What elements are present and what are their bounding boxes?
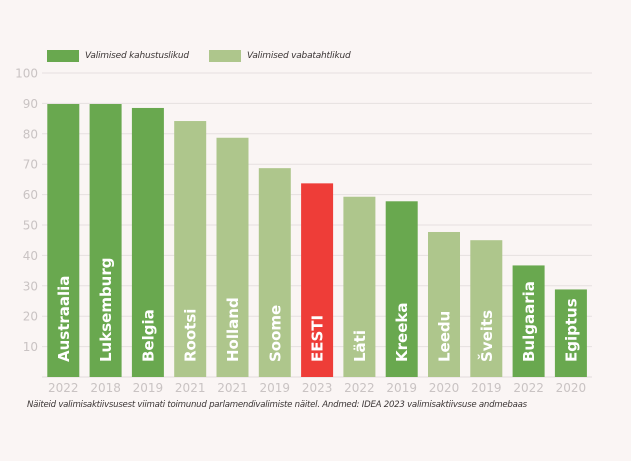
x-tick-label: 2020: [556, 381, 587, 395]
y-tick-label: 50: [23, 219, 38, 233]
x-tick-label: 2022: [344, 381, 375, 395]
x-tick-label: 2019: [471, 381, 502, 395]
x-tick-label: 2019: [133, 381, 164, 395]
bar-belgia: [131, 107, 164, 378]
bar-kreeka: [385, 201, 418, 377]
x-tick-label: 2023: [302, 381, 333, 395]
bar-holland: [216, 137, 249, 377]
bar-label: Kreeka: [393, 303, 411, 362]
x-tick-label: 2020: [429, 381, 460, 395]
bar-label: Holland: [224, 297, 242, 362]
legend-label-voluntary: Valimised vabatahtlikud: [246, 51, 351, 61]
legend-item-voluntary: Valimised vabatahtlikud: [208, 50, 368, 62]
y-tick-label: 100: [15, 67, 38, 81]
bar-label: Läti: [351, 330, 369, 362]
bar-label: Rootsi: [182, 309, 200, 362]
x-tick-label: 2022: [513, 381, 544, 395]
x-tick-label: 2019: [260, 381, 291, 395]
bar-label: Šveits: [477, 310, 496, 362]
bar-label: Egiptus: [562, 298, 580, 362]
bar-label: Austraalia: [55, 276, 73, 362]
bar-soome: [258, 168, 291, 377]
bar-label: Soome: [266, 305, 284, 362]
bars: [47, 104, 587, 378]
bar-luksemburg: [89, 104, 122, 378]
y-tick-label: 10: [23, 340, 38, 354]
bar-eesti: [301, 183, 334, 377]
bar-šveits: [470, 240, 503, 377]
legend-swatch-compulsory: [47, 50, 79, 62]
bar-label: Belgia: [139, 309, 157, 362]
legend-swatch-voluntary: [208, 50, 241, 62]
y-tick-label: 90: [23, 97, 38, 111]
y-tick-label: 60: [23, 188, 38, 202]
x-tick-label: 2021: [175, 381, 206, 395]
x-tick-label: 2019: [386, 381, 417, 395]
x-tick-label: 2022: [48, 381, 79, 395]
y-tick-label: 80: [23, 127, 38, 141]
bar-label: Leedu: [436, 311, 454, 362]
y-tick-label: 70: [23, 158, 38, 172]
bar-leedu: [428, 231, 460, 377]
y-axis-ticks: 10 20 30 40 50 60 70 80 90 100: [15, 67, 38, 355]
bar-egiptus: [554, 289, 587, 377]
bar-bulgaaria: [512, 265, 545, 377]
x-tick-label: 2018: [90, 381, 121, 395]
x-tick-label: 2021: [217, 381, 248, 395]
x-axis-ticks: 2022 2018 2019 2021 2021 2019 2023 2022 2019 2020…: [48, 381, 586, 395]
bar-label: EESTI: [309, 315, 327, 362]
legend-label-compulsory: Valimised kahustuslikud: [85, 51, 189, 61]
y-tick-label: 40: [23, 249, 38, 263]
bar-rootsi: [174, 121, 207, 377]
y-tick-label: 20: [23, 310, 38, 324]
bar-label: Luksemburg: [97, 258, 115, 363]
bar-label: Bulgaaria: [520, 281, 538, 362]
chart-caption: Näiteid valimisaktiivsusest viimati toim…: [27, 400, 527, 410]
chart-legend: Valimised kahustuslikud Valimised vabata…: [47, 50, 368, 62]
legend-item-compulsory: Valimised kahustuslikud: [47, 50, 206, 62]
bar-labels: Austraalia Luksemburg Belgia Rootsi Holland S…: [55, 258, 581, 363]
bar-läti: [343, 196, 376, 377]
bar-austraalia: [47, 104, 80, 378]
y-tick-label: 30: [23, 279, 38, 293]
